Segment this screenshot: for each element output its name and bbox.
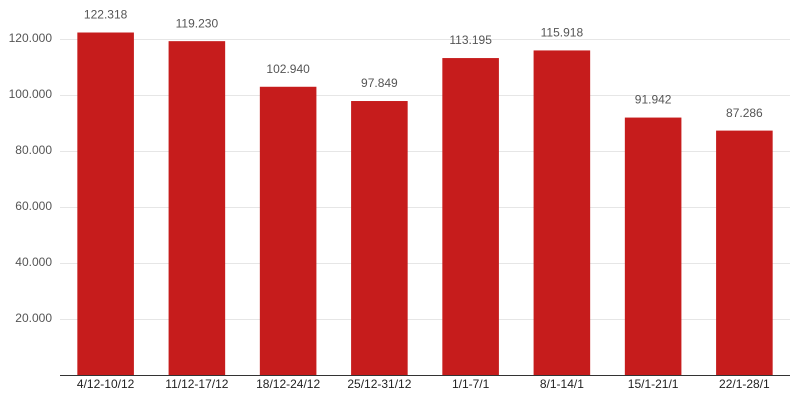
y-tick-label: 100.000 — [9, 87, 53, 101]
value-label: 102.940 — [266, 62, 310, 76]
bar — [168, 41, 226, 375]
bar — [533, 50, 591, 376]
x-tick-label: 8/1-14/1 — [540, 377, 584, 391]
x-tick-label: 25/12-31/12 — [347, 377, 411, 391]
bar — [716, 130, 773, 375]
y-tick-label: 60.000 — [15, 199, 52, 213]
value-label: 119.230 — [176, 16, 219, 30]
bar — [624, 117, 682, 375]
bar — [442, 58, 499, 375]
x-tick-label: 15/1-21/1 — [628, 377, 679, 391]
bar — [351, 101, 408, 375]
value-label: 97.849 — [361, 76, 398, 90]
x-tick-label: 11/12-17/12 — [165, 377, 228, 391]
y-tick-label: 40.000 — [15, 255, 52, 269]
x-tick-label: 18/12-24/12 — [256, 377, 320, 391]
value-label: 113.195 — [449, 33, 492, 47]
x-tick-label: 22/1-28/1 — [719, 377, 770, 391]
value-label: 122.318 — [84, 8, 128, 22]
bar — [259, 86, 317, 375]
y-tick-label: 120.000 — [9, 31, 53, 45]
x-tick-label: 4/12-10/12 — [77, 377, 135, 391]
value-label: 115.918 — [541, 26, 584, 40]
value-label: 87.286 — [726, 106, 763, 120]
y-tick-label: 80.000 — [15, 143, 52, 157]
x-tick-label: 1/1-7/1 — [452, 377, 490, 391]
bar — [77, 32, 134, 375]
y-tick-label: 20.000 — [15, 311, 52, 325]
value-label: 91.942 — [635, 93, 672, 107]
